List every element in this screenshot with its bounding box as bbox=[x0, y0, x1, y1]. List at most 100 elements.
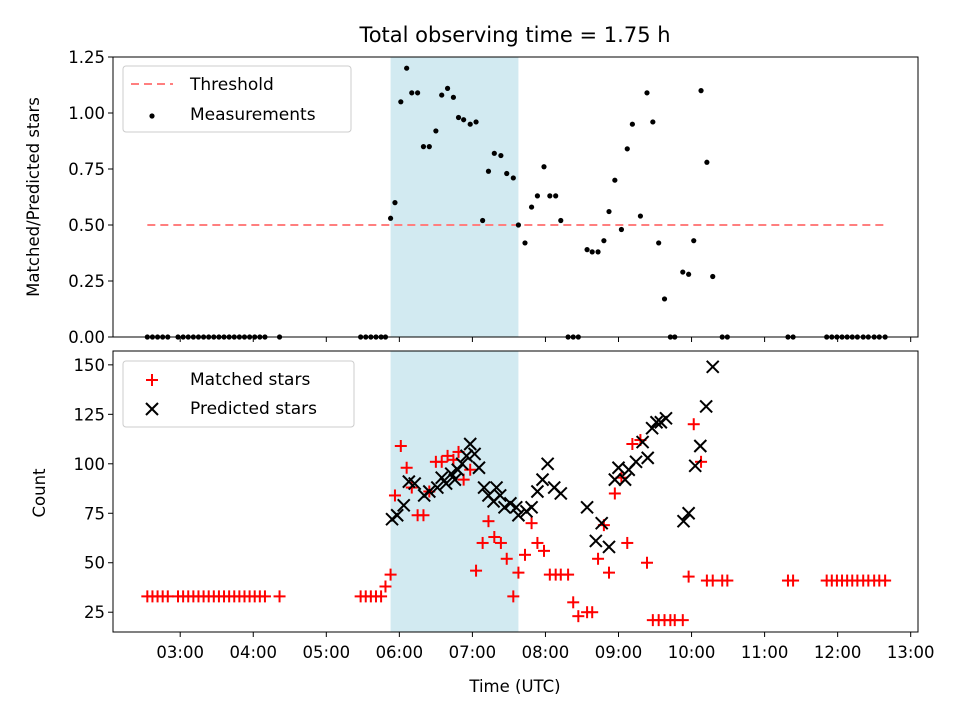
matched-star-point bbox=[375, 590, 388, 603]
ratio-legend: Threshold Measurements bbox=[122, 65, 352, 133]
measurement-point bbox=[439, 92, 445, 98]
matched-star-point bbox=[384, 568, 397, 581]
matched-star-point bbox=[470, 564, 483, 577]
measurement-point bbox=[467, 121, 473, 127]
count-legend-box bbox=[122, 360, 355, 428]
matched-star-point bbox=[507, 590, 520, 603]
predicted-star-point bbox=[467, 447, 482, 461]
predicted-star-point bbox=[589, 534, 603, 548]
measurement-point bbox=[455, 114, 462, 121]
measurement-point bbox=[710, 273, 716, 280]
x-tick-label: 13:00 bbox=[887, 643, 935, 662]
y-tick-label: 0.25 bbox=[68, 272, 105, 291]
predicted-star-point bbox=[554, 486, 568, 501]
measurement-point bbox=[450, 94, 457, 100]
measurement-point bbox=[426, 144, 432, 150]
count-y-axis-label: Count bbox=[30, 468, 49, 518]
measurement-point bbox=[601, 238, 607, 244]
measurement-point bbox=[510, 175, 516, 181]
measurement-point bbox=[589, 249, 595, 255]
matched-star-point bbox=[687, 418, 700, 431]
predicted-star-point bbox=[688, 459, 702, 473]
predicted-star-point bbox=[407, 476, 422, 491]
matched-star-point bbox=[682, 570, 695, 583]
matched-star-point bbox=[161, 590, 174, 603]
predicted-star-point bbox=[693, 439, 708, 453]
y-tick-label: 1.00 bbox=[68, 104, 105, 123]
predicted-star-point bbox=[503, 496, 518, 511]
predicted-star-point bbox=[397, 498, 411, 513]
matched-star-point bbox=[626, 438, 639, 451]
measurement-point bbox=[387, 215, 394, 221]
predicted-star-point bbox=[706, 360, 720, 374]
matched-star-point bbox=[603, 566, 616, 579]
predicted-star-point bbox=[493, 488, 507, 503]
predicted-star-point bbox=[611, 461, 626, 475]
count-y-ticks: 25 50 75 100 125 150 bbox=[74, 356, 113, 622]
measurement-point bbox=[553, 193, 559, 199]
x-tick-label: 10:00 bbox=[668, 643, 716, 662]
x-tick-label: 03:00 bbox=[156, 643, 204, 662]
measurement-point bbox=[584, 247, 590, 253]
predicted-star-point bbox=[497, 500, 512, 515]
matched-star-point bbox=[379, 580, 392, 593]
y-tick-label: 0.50 bbox=[68, 216, 105, 235]
measurement-point bbox=[650, 119, 656, 125]
measurement-point bbox=[612, 177, 618, 183]
measurement-point bbox=[656, 240, 662, 246]
predicted-legend-swatch bbox=[145, 402, 159, 416]
count-legend: Matched stars Predicted stars bbox=[122, 360, 355, 428]
predicted-star-point bbox=[435, 470, 449, 485]
predicted-star-point bbox=[451, 463, 465, 477]
predicted-star-point bbox=[477, 480, 491, 495]
predicted-star-point bbox=[509, 500, 523, 515]
x-tick-label: 04:00 bbox=[229, 643, 277, 662]
matched-star-point bbox=[435, 455, 448, 468]
measurement-point bbox=[528, 204, 535, 210]
measurement-point bbox=[392, 200, 398, 206]
y-tick-label: 50 bbox=[84, 554, 105, 573]
y-tick-label: 0.75 bbox=[68, 160, 105, 179]
predicted-star-point bbox=[455, 457, 469, 471]
matched-star-point bbox=[640, 556, 653, 569]
predicted-star-point bbox=[594, 516, 609, 530]
measurements-legend-label: Measurements bbox=[190, 105, 316, 125]
y-tick-label: 0.00 bbox=[68, 328, 105, 347]
measurement-point bbox=[491, 150, 497, 156]
matched-star-point bbox=[608, 487, 621, 500]
count-axes-frame bbox=[112, 350, 919, 633]
matched-star-point bbox=[562, 568, 575, 581]
matched-star-point bbox=[400, 461, 413, 474]
predicted-star-point bbox=[641, 451, 655, 465]
predicted-star-point bbox=[580, 500, 594, 515]
predicted-star-point bbox=[629, 455, 643, 469]
measurement-point bbox=[698, 88, 704, 94]
measurement-point bbox=[686, 271, 692, 277]
predicted-star-point bbox=[535, 472, 550, 487]
x-axis-label: Time (UTC) bbox=[468, 677, 560, 696]
threshold-legend-label: Threshold bbox=[189, 75, 274, 95]
matched-legend-swatch bbox=[146, 374, 158, 386]
measurement-point bbox=[541, 164, 547, 170]
matched-star-point bbox=[676, 614, 689, 627]
measurement-point bbox=[691, 238, 697, 244]
measurement-point bbox=[485, 168, 492, 174]
measurement-point bbox=[558, 217, 564, 224]
ratio-y-axis-label: Matched/Predicted stars bbox=[24, 97, 43, 297]
measurement-point bbox=[534, 193, 541, 199]
matched-star-point bbox=[512, 566, 525, 579]
matched-star-point bbox=[586, 606, 599, 619]
matched-star-point bbox=[525, 517, 538, 530]
matched-star-point bbox=[464, 463, 477, 476]
measurement-point bbox=[404, 65, 410, 71]
predicted-star-point bbox=[681, 506, 696, 520]
predicted-star-point bbox=[444, 466, 458, 481]
measurement-point bbox=[637, 213, 644, 219]
predicted-star-point bbox=[489, 480, 504, 495]
count-x-ticks: 03:00 04:00 05:00 06:00 07:00 08:00 09:00 10:00… bbox=[156, 632, 934, 662]
measurement-point bbox=[480, 217, 486, 224]
matched-star-point bbox=[518, 548, 531, 561]
matched-legend-label: Matched stars bbox=[190, 370, 310, 390]
predicted-star-point bbox=[530, 484, 545, 499]
